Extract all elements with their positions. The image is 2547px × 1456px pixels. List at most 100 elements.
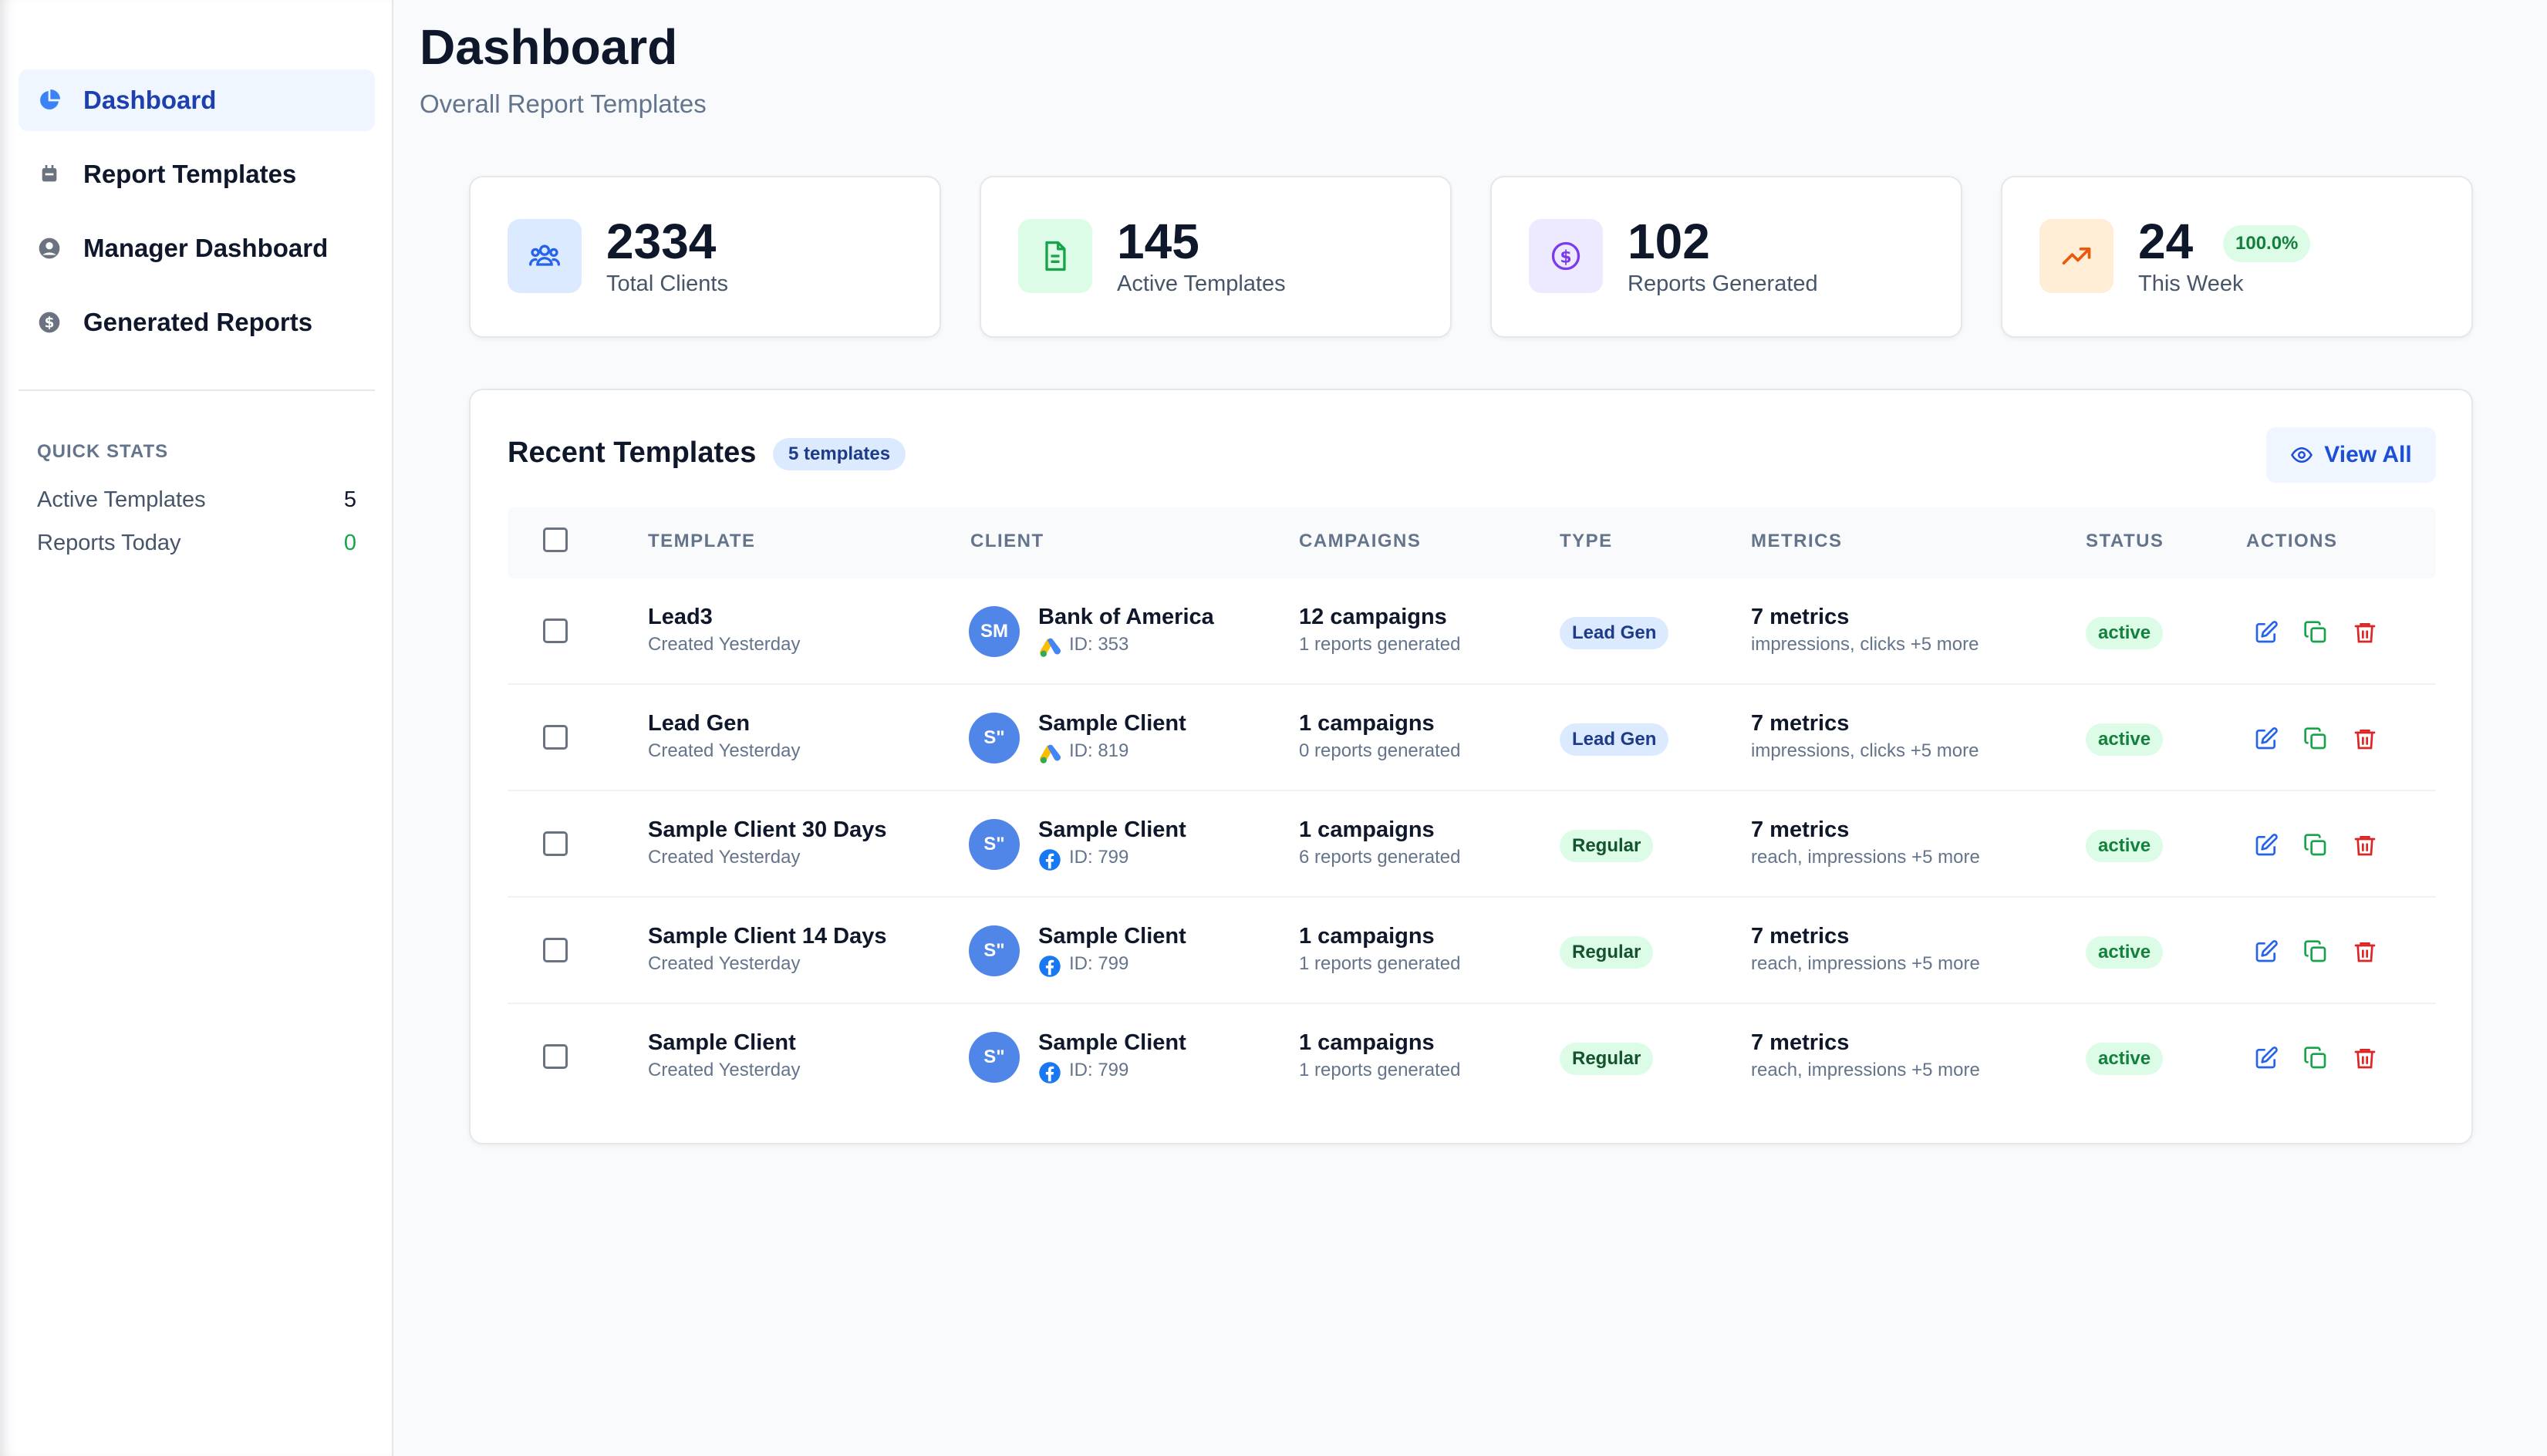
- edit-icon[interactable]: [2254, 939, 2279, 964]
- sidebar-item-report-templates[interactable]: Report Templates: [19, 143, 375, 205]
- edit-icon[interactable]: [2254, 1046, 2279, 1070]
- stat-label: Active Templates: [1117, 271, 1286, 296]
- growth-badge: 100.0%: [2223, 225, 2311, 262]
- campaign-count: 12 campaigns: [1299, 605, 1447, 629]
- trending-up-icon: [2039, 219, 2114, 293]
- client-avatar: S": [969, 925, 1020, 976]
- sidebar-item-label: Manager Dashboard: [83, 234, 329, 262]
- facebook-icon: [1038, 848, 1061, 871]
- table-row: Sample Client 30 Days Created Yesterday …: [508, 791, 2436, 898]
- status-badge: active: [2086, 723, 2164, 756]
- copy-icon[interactable]: [2303, 833, 2328, 858]
- sidebar-nav: Dashboard Report Templates Manager Dashb…: [19, 69, 375, 366]
- template-name[interactable]: Lead3: [648, 605, 713, 629]
- status-badge: active: [2086, 617, 2164, 649]
- edit-icon[interactable]: [2254, 726, 2279, 751]
- column-header-type: TYPE: [1560, 531, 1613, 551]
- sidebar-item-dashboard[interactable]: Dashboard: [19, 69, 375, 131]
- reports-generated: 0 reports generated: [1299, 740, 1461, 761]
- client-id: ID: 799: [1069, 847, 1129, 868]
- client-id: ID: 353: [1069, 634, 1129, 655]
- client-name: Sample Client: [1038, 1030, 1186, 1055]
- quick-stat-label: Active Templates: [37, 487, 206, 512]
- sidebar-item-generated-reports[interactable]: $ Generated Reports: [19, 292, 375, 353]
- reports-generated: 1 reports generated: [1299, 953, 1461, 974]
- page-title: Dashboard: [420, 19, 678, 75]
- edit-icon[interactable]: [2254, 833, 2279, 858]
- stat-card-active-templates: 145 Active Templates: [980, 176, 1452, 338]
- row-checkbox[interactable]: [543, 618, 568, 643]
- client-id: ID: 819: [1069, 740, 1129, 761]
- metrics-detail: reach, impressions +5 more: [1751, 953, 1980, 974]
- eye-icon: [2290, 443, 2313, 467]
- copy-icon[interactable]: [2303, 620, 2328, 645]
- template-name[interactable]: Sample Client 14 Days: [648, 924, 887, 949]
- table-row: Sample Client Created Yesterday S" Sampl…: [508, 1004, 2436, 1111]
- client-id: ID: 799: [1069, 953, 1129, 974]
- row-checkbox[interactable]: [543, 1044, 568, 1069]
- quick-stat-label: Reports Today: [37, 531, 181, 555]
- sidebar-item-manager-dashboard[interactable]: Manager Dashboard: [19, 217, 375, 279]
- client-avatar: SM: [969, 606, 1020, 657]
- status-badge: active: [2086, 1043, 2164, 1075]
- svg-text:$: $: [1560, 248, 1571, 267]
- recent-templates-panel: Recent Templates 5 templates View All TE…: [469, 389, 2473, 1144]
- status-badge: active: [2086, 936, 2164, 969]
- sidebar-divider: [19, 389, 375, 391]
- template-name[interactable]: Sample Client: [648, 1030, 796, 1055]
- facebook-icon: [1038, 1061, 1061, 1084]
- column-header-metrics: METRICS: [1751, 531, 1843, 551]
- copy-icon[interactable]: [2303, 939, 2328, 964]
- user-circle-icon: [34, 233, 65, 264]
- reports-generated: 6 reports generated: [1299, 847, 1461, 868]
- quick-stat-active-templates: Active Templates 5: [37, 487, 356, 513]
- row-checkbox[interactable]: [543, 831, 568, 856]
- template-name[interactable]: Sample Client 30 Days: [648, 817, 887, 842]
- trash-icon[interactable]: [2353, 939, 2377, 964]
- stat-value: 24: [2138, 214, 2194, 269]
- edit-icon[interactable]: [2254, 620, 2279, 645]
- row-checkbox[interactable]: [543, 725, 568, 750]
- template-count-badge: 5 templates: [773, 438, 906, 470]
- quick-stat-value: 5: [343, 487, 356, 512]
- campaign-count: 1 campaigns: [1299, 711, 1435, 736]
- trash-icon[interactable]: [2353, 620, 2377, 645]
- stat-label: Total Clients: [606, 271, 728, 296]
- template-name[interactable]: Lead Gen: [648, 711, 751, 736]
- type-badge: Lead Gen: [1560, 723, 1669, 756]
- quick-stats-title: QUICK STATS: [37, 441, 169, 462]
- client-name: Sample Client: [1038, 924, 1186, 949]
- metrics-detail: impressions, clicks +5 more: [1751, 634, 1979, 655]
- column-header-client: CLIENT: [970, 531, 1044, 551]
- trash-icon[interactable]: [2353, 833, 2377, 858]
- metrics-detail: reach, impressions +5 more: [1751, 847, 1980, 868]
- campaign-count: 1 campaigns: [1299, 817, 1435, 842]
- stat-value: 145: [1117, 214, 1199, 269]
- page-subtitle: Overall Report Templates: [420, 89, 707, 118]
- column-header-status: STATUS: [2086, 531, 2164, 551]
- svg-text:$: $: [45, 315, 55, 332]
- row-checkbox[interactable]: [543, 938, 568, 962]
- copy-icon[interactable]: [2303, 1046, 2328, 1070]
- copy-icon[interactable]: [2303, 726, 2328, 751]
- trash-icon[interactable]: [2353, 726, 2377, 751]
- client-name: Sample Client: [1038, 711, 1186, 736]
- quick-stat-reports-today: Reports Today 0: [37, 531, 356, 556]
- campaign-count: 1 campaigns: [1299, 1030, 1435, 1055]
- trash-icon[interactable]: [2353, 1046, 2377, 1070]
- type-badge: Regular: [1560, 830, 1654, 862]
- client-id: ID: 799: [1069, 1060, 1129, 1080]
- client-avatar: S": [969, 713, 1020, 763]
- type-badge: Lead Gen: [1560, 617, 1669, 649]
- view-all-button[interactable]: View All: [2266, 427, 2436, 483]
- column-header-campaigns: CAMPAIGNS: [1299, 531, 1422, 551]
- select-all-checkbox[interactable]: [543, 527, 568, 552]
- stat-card-total-clients: 2334 Total Clients: [469, 176, 941, 338]
- table-row: Lead3 Created Yesterday SM Bank of Ameri…: [508, 578, 2436, 685]
- type-badge: Regular: [1560, 1043, 1654, 1075]
- stat-card-reports-generated: $ 102 Reports Generated: [1490, 176, 1962, 338]
- sidebar-item-label: Dashboard: [83, 86, 217, 114]
- table-row: Lead Gen Created Yesterday S" Sample Cli…: [508, 685, 2436, 791]
- reports-generated: 1 reports generated: [1299, 1060, 1461, 1080]
- sidebar: Dashboard Report Templates Manager Dashb…: [0, 0, 393, 1456]
